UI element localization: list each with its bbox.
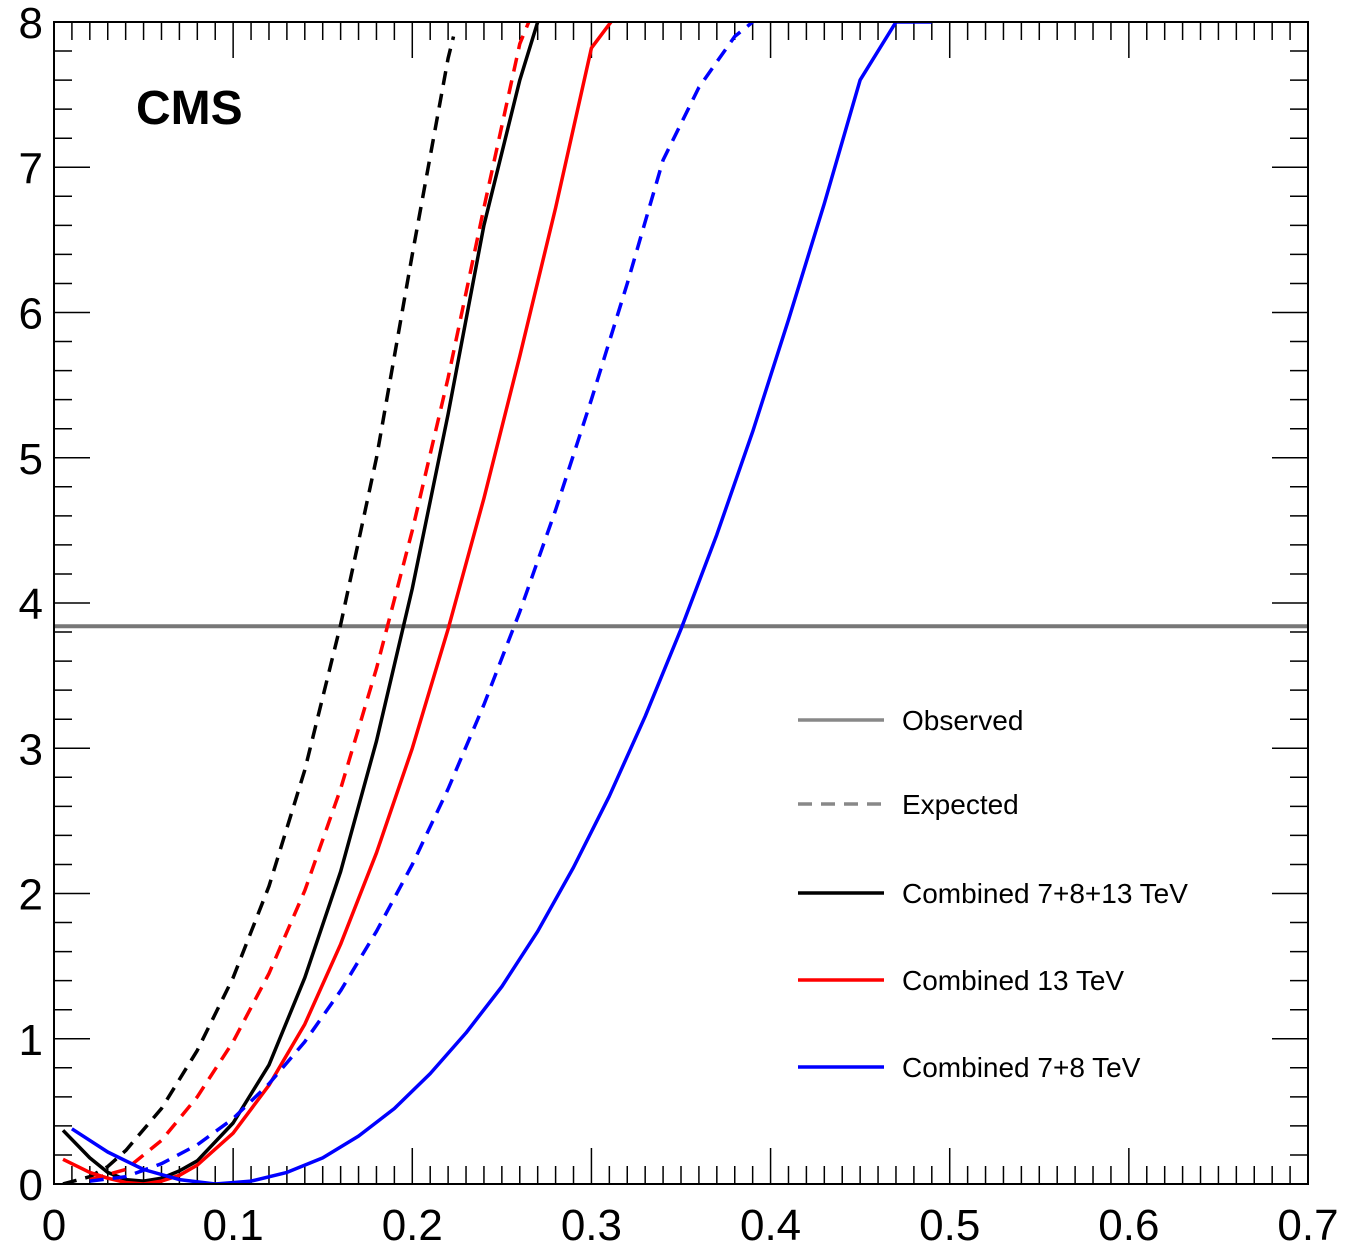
series-line-2 — [62, 22, 614, 1184]
y-tick-label: 3 — [19, 725, 43, 774]
x-tick-label: 0.3 — [561, 1201, 622, 1249]
plot-frame — [53, 21, 1309, 1185]
y-tick-label: 5 — [19, 435, 43, 484]
x-tick-label: 0.1 — [203, 1201, 264, 1249]
y-tick-label: 7 — [19, 144, 43, 193]
series-line-4 — [70, 22, 932, 1184]
y-tick-label: 0 — [19, 1161, 43, 1210]
series-line-0 — [61, 22, 540, 1183]
x-tick-label: 0.7 — [1277, 1201, 1338, 1249]
legend-label: Combined 7+8 TeV — [902, 1052, 1141, 1083]
x-tick-label: 0.5 — [919, 1201, 980, 1249]
series-line-5 — [89, 22, 754, 1183]
legend-label: Expected — [902, 789, 1019, 820]
x-tick-label: 0.6 — [1098, 1201, 1159, 1249]
y-tick-label: 1 — [19, 1016, 43, 1065]
legend-label: Observed — [902, 705, 1023, 736]
legend-label: Combined 13 TeV — [902, 965, 1124, 996]
x-tick-label: 0.2 — [382, 1201, 443, 1249]
y-tick-label: 8 — [19, 0, 43, 48]
legend-label: Combined 7+8+13 TeV — [902, 878, 1188, 909]
series-line-1 — [62, 36, 456, 1184]
series-line-3 — [89, 22, 531, 1182]
cms-brand-label: CMS — [136, 82, 243, 135]
series-layer — [61, 22, 932, 1184]
x-tick-label: 0.4 — [740, 1201, 801, 1249]
y-tick-label: 4 — [19, 580, 43, 629]
y-tick-label: 2 — [19, 871, 43, 920]
y-tick-label: 6 — [19, 290, 43, 339]
x-tick-label: 0 — [42, 1201, 66, 1249]
y-tick-labels: 0 1 2 3 4 5 6 7 8 — [19, 0, 43, 1210]
legend: Observed Expected Combined 7+8+13 TeV Combi… — [798, 705, 1188, 1083]
x-tick-labels: 0 0.1 0.2 0.3 0.4 0.5 0.6 0.7 — [42, 1201, 1339, 1250]
axis-ticks — [53, 21, 1309, 1185]
